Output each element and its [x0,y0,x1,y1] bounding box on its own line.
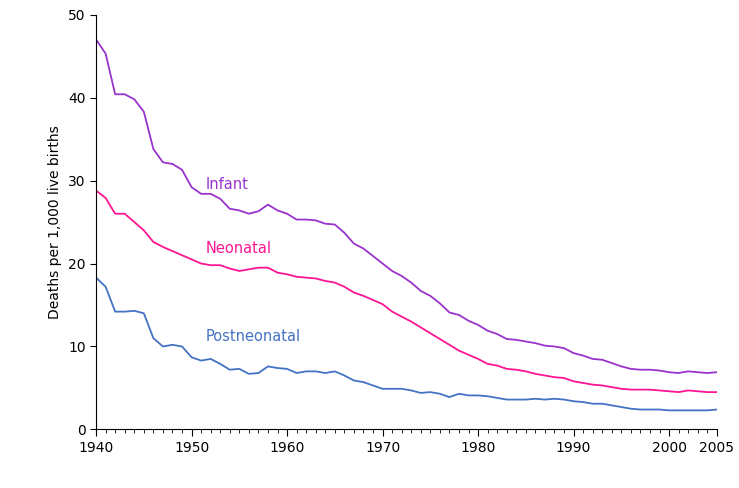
Text: Infant: Infant [206,177,249,192]
Text: Postneonatal: Postneonatal [206,329,301,344]
Text: Neonatal: Neonatal [206,241,272,256]
Y-axis label: Deaths per 1,000 live births: Deaths per 1,000 live births [49,125,63,319]
